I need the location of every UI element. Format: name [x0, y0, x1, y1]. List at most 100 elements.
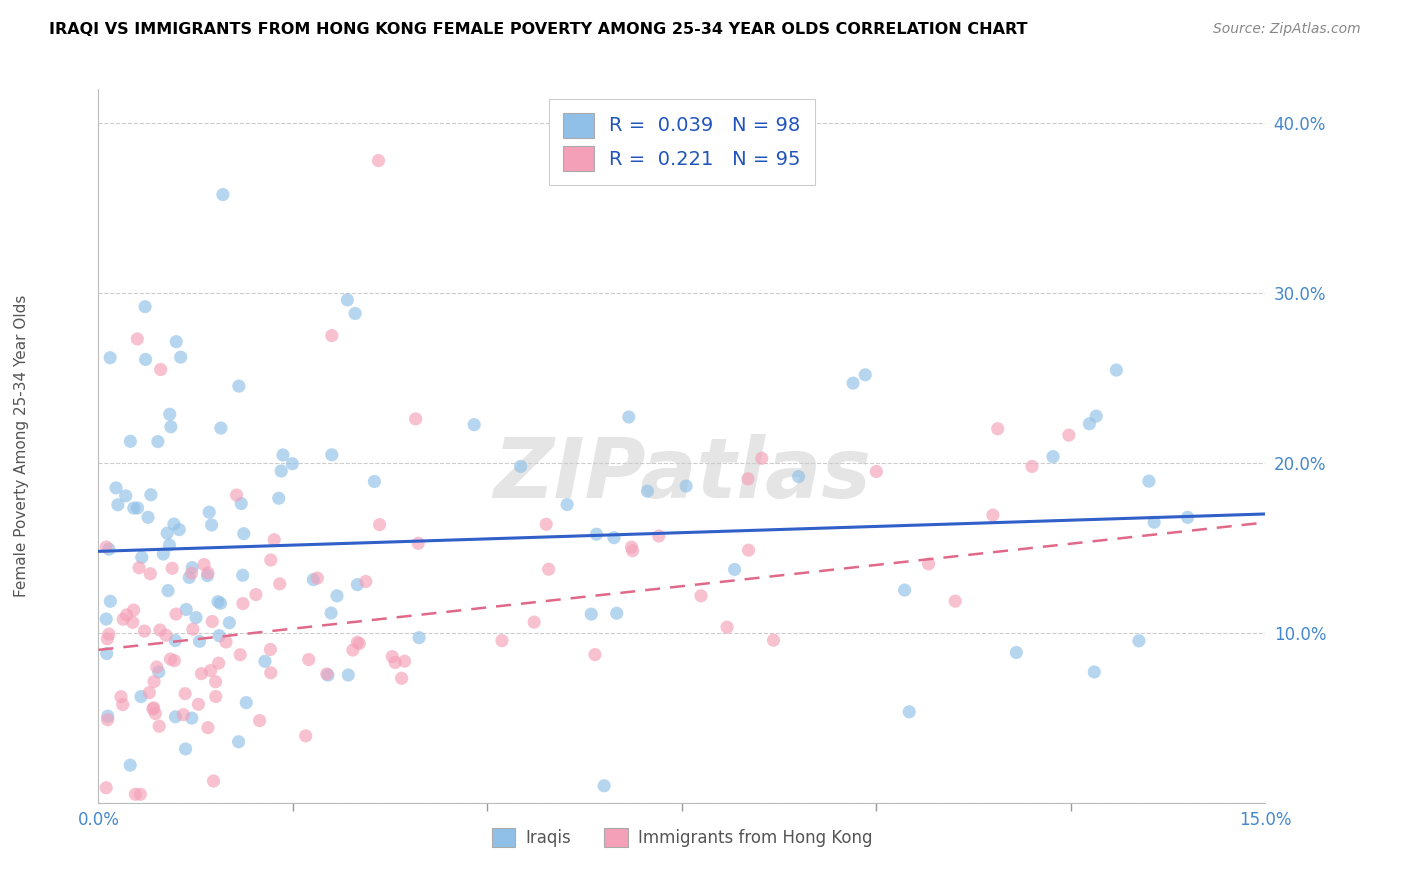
Point: [1021, 459, 1043, 474]
Point: [159, 652, 181, 666]
Point: [202, 774, 225, 789]
Point: [1005, 646, 1028, 660]
Point: [716, 620, 738, 634]
Point: [200, 518, 222, 533]
Point: [212, 187, 235, 202]
Point: [537, 562, 560, 576]
Point: [581, 607, 603, 621]
Point: [142, 700, 165, 714]
Point: [321, 448, 343, 462]
Point: [129, 787, 152, 801]
Point: [981, 508, 1004, 522]
Point: [165, 334, 187, 349]
Point: [215, 635, 238, 649]
Point: [690, 589, 713, 603]
Point: [260, 665, 283, 680]
Point: [269, 577, 291, 591]
Point: [149, 362, 172, 376]
Point: [159, 538, 181, 552]
Point: [737, 543, 759, 558]
Point: [120, 758, 142, 772]
Text: IRAQI VS IMMIGRANTS FROM HONG KONG FEMALE POVERTY AMONG 25-34 YEAR OLDS CORRELAT: IRAQI VS IMMIGRANTS FROM HONG KONG FEMAL…: [49, 22, 1028, 37]
Point: [96, 780, 118, 795]
Point: [1083, 665, 1105, 679]
Point: [267, 491, 290, 506]
Point: [160, 561, 183, 575]
Point: [1078, 417, 1101, 431]
Point: [180, 566, 202, 581]
Point: [143, 674, 166, 689]
Point: [179, 570, 201, 584]
Point: [391, 671, 413, 685]
Point: [621, 543, 644, 558]
Point: [1105, 363, 1128, 377]
Point: [97, 542, 120, 557]
Point: [363, 475, 385, 489]
Point: [987, 422, 1010, 436]
Point: [555, 498, 578, 512]
Point: [181, 622, 204, 636]
Point: [1128, 633, 1150, 648]
Point: [534, 517, 557, 532]
Legend: Iraqis, Immigrants from Hong Kong: Iraqis, Immigrants from Hong Kong: [484, 819, 880, 855]
Point: [367, 153, 389, 168]
Point: [160, 419, 183, 434]
Point: [139, 488, 162, 502]
Point: [98, 594, 121, 608]
Point: [145, 660, 167, 674]
Point: [197, 568, 219, 582]
Point: [342, 643, 364, 657]
Point: [209, 596, 232, 610]
Point: [131, 550, 153, 565]
Point: [204, 674, 226, 689]
Point: [198, 505, 221, 519]
Point: [163, 654, 186, 668]
Point: [344, 306, 367, 320]
Point: [98, 351, 121, 365]
Point: [349, 636, 371, 650]
Point: [865, 465, 887, 479]
Point: [898, 705, 921, 719]
Point: [165, 710, 187, 724]
Point: [96, 647, 118, 661]
Point: [326, 589, 349, 603]
Point: [174, 687, 197, 701]
Point: [917, 557, 939, 571]
Point: [204, 690, 226, 704]
Point: [172, 707, 194, 722]
Point: [1057, 428, 1080, 442]
Point: [893, 582, 915, 597]
Point: [208, 629, 231, 643]
Text: Source: ZipAtlas.com: Source: ZipAtlas.com: [1213, 22, 1361, 37]
Point: [321, 328, 343, 343]
Point: [180, 711, 202, 725]
Point: [149, 623, 172, 637]
Point: [232, 526, 254, 541]
Point: [1177, 510, 1199, 524]
Point: [134, 300, 156, 314]
Point: [174, 602, 197, 616]
Point: [228, 735, 250, 749]
Point: [97, 627, 120, 641]
Point: [723, 562, 745, 576]
Point: [96, 632, 118, 646]
Point: [346, 577, 368, 591]
Point: [107, 498, 129, 512]
Point: [167, 523, 190, 537]
Point: [302, 573, 325, 587]
Point: [127, 332, 149, 346]
Point: [354, 574, 377, 589]
Point: [294, 729, 316, 743]
Point: [146, 434, 169, 449]
Point: [509, 459, 531, 474]
Point: [190, 666, 212, 681]
Point: [943, 594, 966, 608]
Point: [346, 635, 368, 649]
Point: [762, 633, 785, 648]
Text: Female Poverty Among 25-34 Year Olds: Female Poverty Among 25-34 Year Olds: [14, 295, 28, 597]
Point: [163, 517, 186, 532]
Point: [138, 685, 160, 699]
Point: [207, 595, 229, 609]
Point: [606, 607, 628, 621]
Point: [148, 719, 170, 733]
